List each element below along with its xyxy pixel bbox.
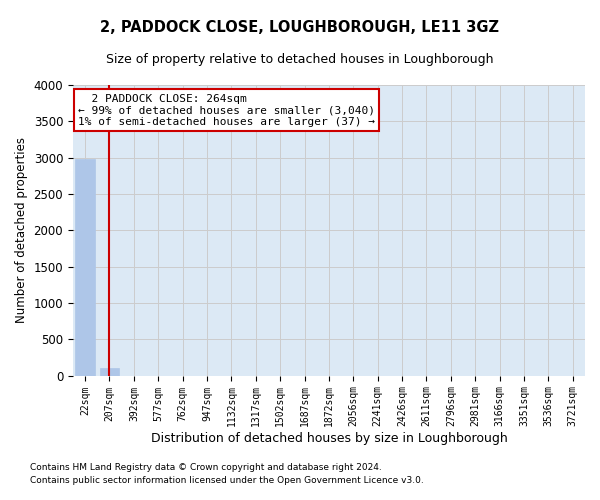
X-axis label: Distribution of detached houses by size in Loughborough: Distribution of detached houses by size … xyxy=(151,432,508,445)
Text: Contains public sector information licensed under the Open Government Licence v3: Contains public sector information licen… xyxy=(30,476,424,485)
Text: Size of property relative to detached houses in Loughborough: Size of property relative to detached ho… xyxy=(106,52,494,66)
Text: 2 PADDOCK CLOSE: 264sqm
← 99% of detached houses are smaller (3,040)
1% of semi-: 2 PADDOCK CLOSE: 264sqm ← 99% of detache… xyxy=(78,94,375,127)
Bar xyxy=(100,368,119,376)
Bar xyxy=(76,159,95,376)
Text: 2, PADDOCK CLOSE, LOUGHBOROUGH, LE11 3GZ: 2, PADDOCK CLOSE, LOUGHBOROUGH, LE11 3GZ xyxy=(101,20,499,35)
Text: Contains HM Land Registry data © Crown copyright and database right 2024.: Contains HM Land Registry data © Crown c… xyxy=(30,464,382,472)
Y-axis label: Number of detached properties: Number of detached properties xyxy=(15,138,28,324)
